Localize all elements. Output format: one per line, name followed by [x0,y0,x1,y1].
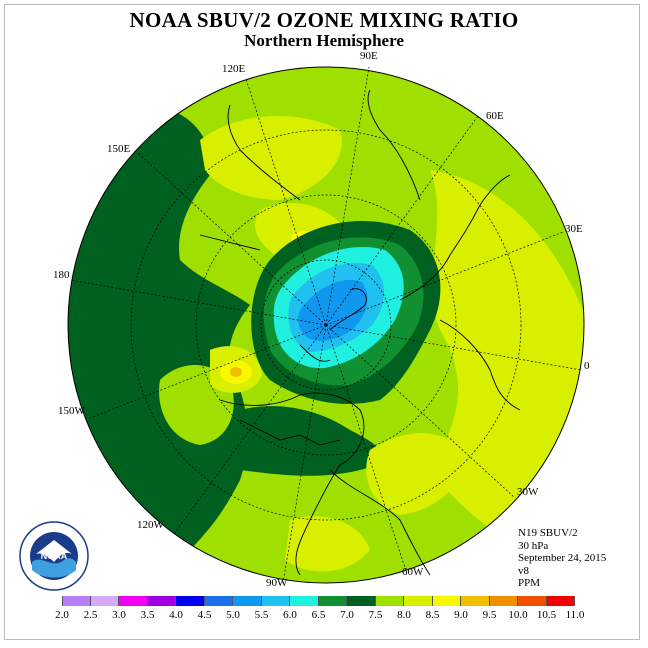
colorbar-tick-label: 2.5 [83,609,98,621]
colorbar-segment [375,596,404,606]
colorbar-segment [347,596,376,606]
lon-label-150w: 150W [58,405,85,417]
colorbar-tick-label: 11.0 [565,609,585,621]
colorbar-segment [90,596,119,606]
colorbar-tick-label: 2.0 [55,609,69,621]
colorbar-segment [233,596,262,606]
colorbar-segment [432,596,461,606]
colorbar-segment [147,596,176,606]
lon-label-90e: 90E [360,50,378,62]
colorbar-segment [204,596,233,606]
lon-label-60w: 60W [402,566,424,578]
colorbar-tick-label: 6.5 [311,609,326,621]
colorbar-segment [261,596,290,606]
info-date: September 24, 2015 [518,552,607,564]
colorbar-segment [489,596,518,606]
latitude-grid [130,129,522,521]
lon-label-180: 180 [53,269,70,281]
colorbar-tick-label: 9.5 [482,609,497,621]
colorbar-segment [518,596,547,606]
info-block: N19 SBUV/2 30 hPa September 24, 2015 v8 … [518,527,606,590]
logo-text: NOAA [41,551,68,561]
colorbar [62,596,575,606]
page-subtitle: Northern Hemisphere [244,31,404,50]
colorbar-tick-label: 6.0 [283,609,297,621]
colorbar-segment [62,596,91,606]
lon-label-30e: 30E [565,223,583,235]
info-instrument: N19 SBUV/2 [518,527,578,539]
colorbar-segment [546,596,575,606]
lon-label-60e: 60E [486,110,504,122]
colorbar-tick-label: 9.0 [454,609,468,621]
colorbar-segment [404,596,433,606]
colorbar-tick-label: 4.5 [197,609,212,621]
lon-label-150e: 150E [107,143,131,155]
lon-label-0: 0 [584,360,590,372]
colorbar-tick-label: 4.0 [169,609,183,621]
info-level: 30 hPa [518,539,549,552]
colorbar-segment [318,596,347,606]
lon-label-90w: 90W [266,577,288,589]
info-version: v8 [518,564,529,577]
colorbar-segment [119,596,148,606]
colorbar-segment [290,596,319,606]
colorbar-segment [176,596,205,606]
colorbar-tick-label: 3.5 [140,609,155,621]
meridian-grid [69,66,582,584]
colorbar-tick-label: 7.0 [340,609,354,621]
colorbar-segment [461,596,490,606]
colorbar-tick-label: 10.0 [508,609,528,621]
colorbar-tick-label: 8.5 [425,609,440,621]
lon-label-120e: 120E [222,63,246,75]
colorbar-tick-label: 10.5 [536,609,557,621]
colorbar-tick-label: 5.0 [226,609,240,621]
colorbar-tick-label: 5.5 [254,609,269,621]
page-title: NOAA SBUV/2 OZONE MIXING RATIO [129,8,519,32]
colorbar-tick-label: 7.5 [368,609,383,621]
coastlines [199,89,521,576]
lon-label-120w: 120W [137,519,164,531]
colorbar-ticks: 2.0 2.5 3.0 3.5 4.0 4.5 5.0 5.5 6.0 6.5 7.0 7.5 8.0 8… [0,609,648,623]
info-units: PPM [518,577,541,589]
colorbar-tick-label: 8.0 [397,609,411,621]
noaa-logo-icon: NOAA [19,521,89,591]
lon-label-30w: 30W [517,486,539,498]
colorbar-tick-label: 3.0 [112,609,126,621]
